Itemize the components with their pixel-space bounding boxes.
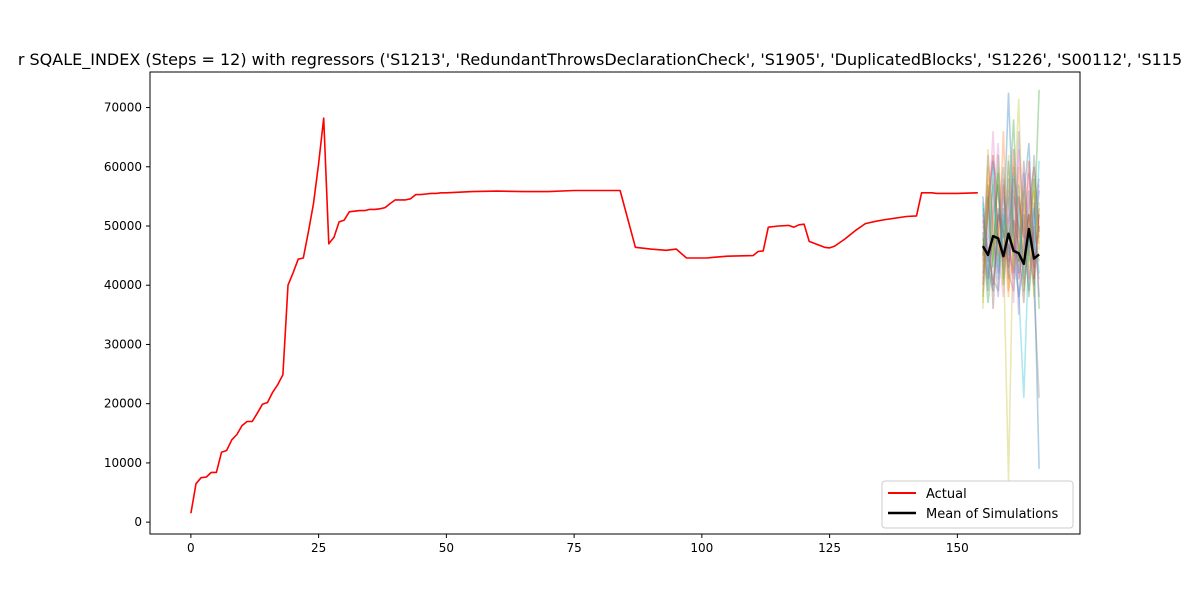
simulation-line-4 [982,148,1040,286]
x-axis: 0 25 50 75 100 125 150 [187,534,969,555]
y-axis: 0 10000 20000 30000 40000 50000 60000 70000 [104,101,150,529]
simulation-line-8 [982,154,1040,292]
x-tick-label: 150 [946,541,969,555]
x-tick-label: 0 [187,541,195,555]
simulation-line-2 [982,166,1040,298]
simulation-line-5 [982,131,1040,298]
x-tick-label: 25 [311,541,326,555]
simulation-line-7 [982,131,1040,298]
simulation-line-19 [982,148,1040,304]
y-tick-label: 50000 [104,219,142,233]
y-tick-label: 20000 [104,397,142,411]
x-tick-label: 75 [566,541,581,555]
y-tick-label: 70000 [104,101,142,115]
simulation-line-18 [982,178,1040,398]
legend-label-actual: Actual [926,487,967,502]
x-tick-label: 100 [690,541,713,555]
simulation-line-15 [982,172,1040,315]
simulation-line-12 [982,131,1040,292]
y-tick-label: 10000 [104,456,142,470]
series-line-mean-of-simulations [981,227,1040,266]
plot-frame [149,71,1081,535]
legend: Actual Mean of Simulations [881,480,1074,529]
simulation-line-1 [982,92,1040,298]
simulation-line-11 [982,143,1040,469]
simulation-line-17 [982,143,1040,304]
x-tick-label: 125 [818,541,841,555]
series-lines [190,117,1040,514]
y-tick-label: 60000 [104,160,142,174]
simulation-lines [982,89,1040,481]
chart-title: r SQALE_INDEX (Steps = 12) with regresso… [18,50,1182,70]
series-line-actual [190,117,978,514]
simulation-line-6 [982,160,1040,292]
y-tick-label: 0 [134,515,142,529]
y-tick-label: 30000 [104,337,142,351]
x-tick-label: 50 [439,541,454,555]
legend-label-mean-of-simulations: Mean of Simulations [926,507,1058,522]
legend-box [881,480,1074,529]
simulation-line-14 [982,154,1040,286]
simulation-line-13 [982,89,1040,304]
y-tick-label: 40000 [104,278,142,292]
